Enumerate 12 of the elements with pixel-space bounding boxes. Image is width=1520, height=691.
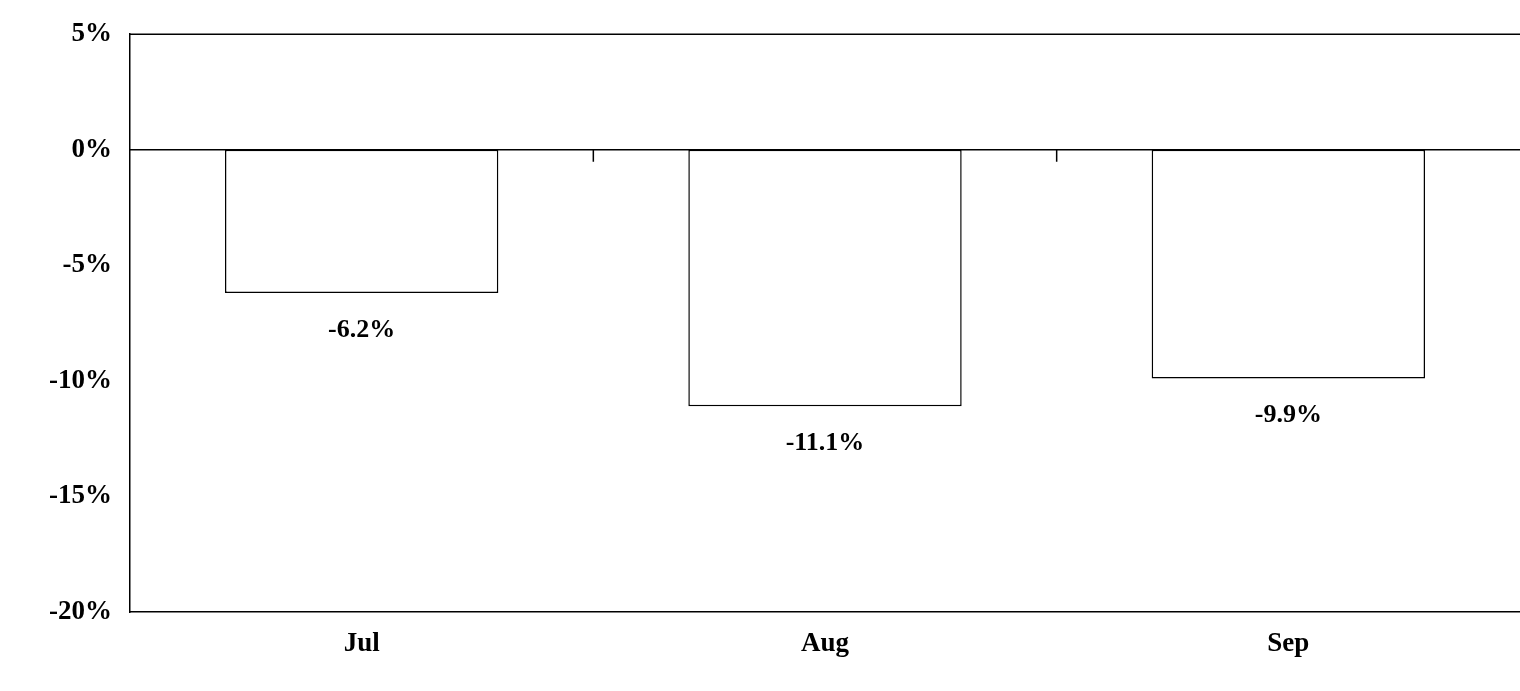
y-tick-label: 0% [71,132,112,163]
data-label: -6.2% [328,313,396,343]
y-tick-label: -20% [49,594,112,625]
x-tick-label: Jul [343,627,381,658]
data-label: -11.1% [785,427,865,457]
y-tick-label: -10% [49,363,112,394]
y-tick-label: -15% [49,479,112,510]
x-tick-label: Sep [1267,627,1310,658]
y-tick-label: -5% [62,248,112,279]
y-tick-label: 5% [71,17,112,48]
x-tick-label: Aug [800,627,850,658]
data-label: -9.9% [1254,399,1322,429]
